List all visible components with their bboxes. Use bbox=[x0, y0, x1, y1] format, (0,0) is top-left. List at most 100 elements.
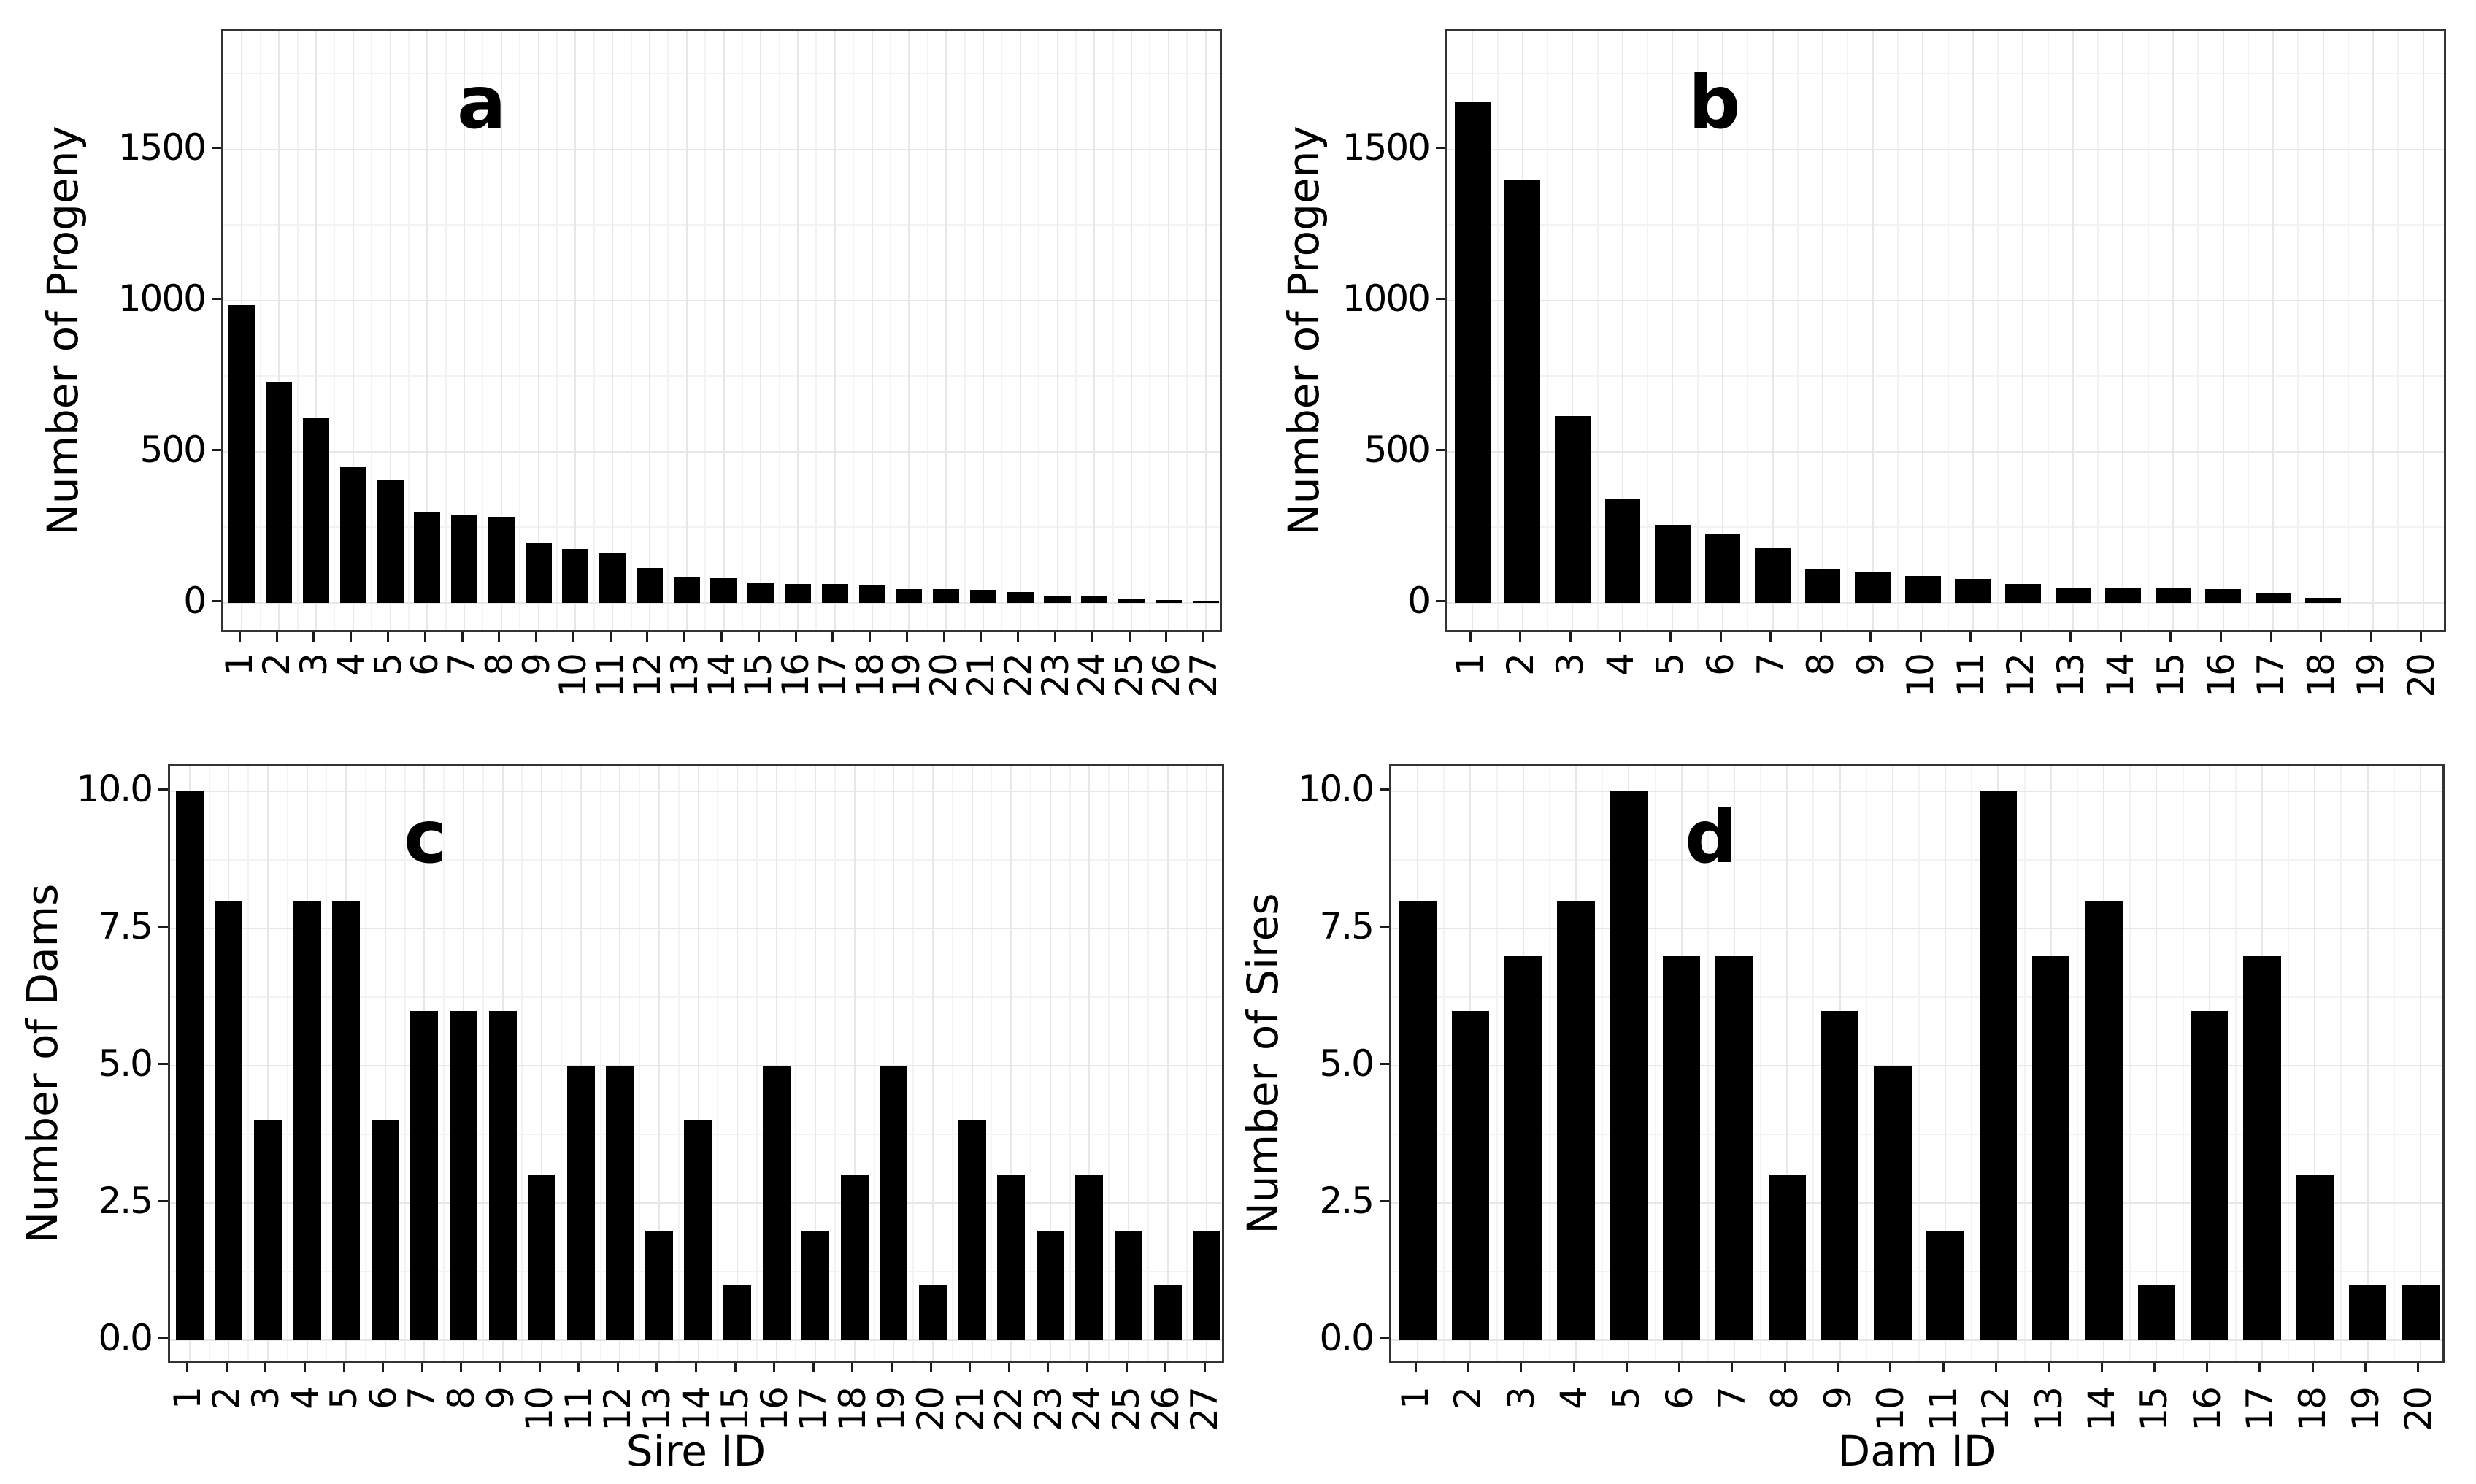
gridline-minor-v bbox=[1796, 31, 1799, 630]
gridline-major-v bbox=[853, 766, 856, 1361]
bar-d-1 bbox=[1399, 901, 1437, 1340]
gridline-minor-v bbox=[2197, 31, 2199, 630]
gridline-minor-v bbox=[1812, 766, 1815, 1361]
x-tick-label: 19 bbox=[2350, 654, 2393, 698]
bar-a-12 bbox=[636, 567, 663, 603]
x-tick-mark bbox=[572, 632, 574, 642]
x-tick-label: 4 bbox=[329, 654, 372, 676]
x-axis-title-c: Sire ID bbox=[626, 1426, 766, 1476]
gridline-major-v bbox=[797, 31, 799, 630]
y-tick-label: 10.0 bbox=[76, 768, 153, 811]
bar-c-11 bbox=[566, 1066, 595, 1340]
bar-a-26 bbox=[1155, 599, 1182, 603]
bar-c-17 bbox=[801, 1230, 830, 1340]
x-tick-mark bbox=[1625, 1363, 1628, 1372]
y-tick-mark bbox=[158, 1063, 168, 1066]
gridline-minor-v bbox=[326, 766, 328, 1361]
x-tick-label: 18 bbox=[2299, 654, 2342, 698]
gridline-minor-v bbox=[2097, 31, 2099, 630]
x-tick-mark bbox=[312, 632, 315, 642]
gridline-minor-h bbox=[1391, 1134, 2442, 1136]
x-tick-mark bbox=[2369, 632, 2372, 642]
x-tick-label: 12 bbox=[1999, 654, 2042, 698]
x-tick-mark bbox=[794, 632, 797, 642]
gridline-minor-v bbox=[599, 766, 601, 1361]
gridline-major-v bbox=[266, 766, 269, 1361]
bar-d-13 bbox=[2032, 956, 2070, 1340]
gridline-major-v bbox=[1772, 31, 1774, 630]
gridline-major-v bbox=[1167, 31, 1169, 630]
x-tick-mark bbox=[1017, 632, 1020, 642]
gridline-minor-v bbox=[521, 766, 523, 1361]
x-tick-mark bbox=[1203, 1363, 1206, 1372]
gridline-minor-h bbox=[1447, 375, 2444, 377]
gridline-major-v bbox=[1088, 766, 1091, 1361]
x-tick-label: 19 bbox=[2344, 1388, 2387, 1431]
gridline-minor-v bbox=[2247, 31, 2249, 630]
x-tick-label: 2 bbox=[1499, 654, 1542, 676]
y-tick-label: 7.5 bbox=[1319, 905, 1375, 948]
gridline-major-v bbox=[2022, 31, 2024, 630]
gridline-minor-v bbox=[815, 31, 818, 630]
x-tick-mark bbox=[831, 632, 834, 642]
gridline-major-v bbox=[1822, 31, 1824, 630]
x-tick-label: 16 bbox=[2199, 654, 2242, 698]
bar-a-11 bbox=[599, 553, 626, 603]
gridline-major-v bbox=[1093, 31, 1096, 630]
gridline-minor-v bbox=[912, 766, 915, 1361]
gridline-major-v bbox=[1204, 31, 1207, 630]
gridline-major-v bbox=[1128, 766, 1130, 1361]
y-tick-mark bbox=[1380, 926, 1389, 929]
x-tick-mark bbox=[616, 1363, 619, 1372]
x-tick-label: 2 bbox=[255, 654, 299, 676]
gridline-major-h bbox=[170, 791, 1222, 793]
x-tick-mark bbox=[1569, 632, 1572, 642]
x-tick-label: 10 bbox=[1899, 654, 1942, 698]
bar-a-20 bbox=[933, 589, 960, 603]
bar-c-22 bbox=[997, 1175, 1026, 1340]
x-tick-mark bbox=[869, 632, 872, 642]
y-axis-title-b: Number of Progeny bbox=[1279, 126, 1329, 536]
gridline-minor-v bbox=[741, 31, 743, 630]
gridline-major-h bbox=[170, 1065, 1222, 1067]
bar-c-10 bbox=[528, 1175, 556, 1340]
x-tick-mark bbox=[1889, 1363, 1892, 1372]
y-tick-label: 0 bbox=[1407, 580, 1431, 622]
gridline-major-v bbox=[500, 31, 502, 630]
x-tick-mark bbox=[2311, 1363, 2314, 1372]
y-tick-mark bbox=[212, 297, 221, 300]
gridline-minor-v bbox=[2182, 766, 2184, 1361]
gridline-major-v bbox=[2072, 31, 2074, 630]
x-tick-label: 11 bbox=[589, 654, 632, 698]
gridline-minor-v bbox=[1747, 31, 1749, 630]
gridline-minor-v bbox=[593, 31, 595, 630]
y-tick-mark bbox=[212, 146, 221, 149]
gridline-major-v bbox=[760, 31, 762, 630]
x-tick-label: 26 bbox=[1145, 654, 1188, 698]
gridline-major-v bbox=[982, 31, 984, 630]
x-tick-mark bbox=[1165, 632, 1168, 642]
x-tick-mark bbox=[577, 1363, 580, 1372]
x-tick-mark bbox=[1783, 1363, 1786, 1372]
panel-letter-d: d bbox=[1685, 794, 1737, 880]
gridline-major-h bbox=[223, 602, 1220, 604]
gridline-minor-v bbox=[1760, 766, 1762, 1361]
bar-a-7 bbox=[451, 515, 478, 603]
bar-a-3 bbox=[302, 418, 329, 603]
gridline-minor-v bbox=[371, 31, 373, 630]
x-tick-mark bbox=[1466, 1363, 1469, 1372]
gridline-minor-v bbox=[2397, 31, 2399, 630]
x-tick-mark bbox=[1164, 1363, 1167, 1372]
gridline-minor-v bbox=[1971, 766, 1973, 1361]
x-tick-mark bbox=[2364, 1363, 2367, 1372]
x-tick-mark bbox=[734, 1363, 737, 1372]
x-tick-label: 11 bbox=[1922, 1388, 1965, 1431]
gridline-major-v bbox=[1166, 766, 1169, 1361]
x-tick-label: 5 bbox=[323, 1388, 366, 1410]
x-tick-label: 8 bbox=[1799, 654, 1842, 676]
bar-a-16 bbox=[785, 583, 812, 603]
x-tick-mark bbox=[1678, 1363, 1681, 1372]
gridline-minor-h bbox=[170, 996, 1222, 999]
gridline-major-v bbox=[352, 31, 354, 630]
bar-a-15 bbox=[747, 582, 774, 603]
